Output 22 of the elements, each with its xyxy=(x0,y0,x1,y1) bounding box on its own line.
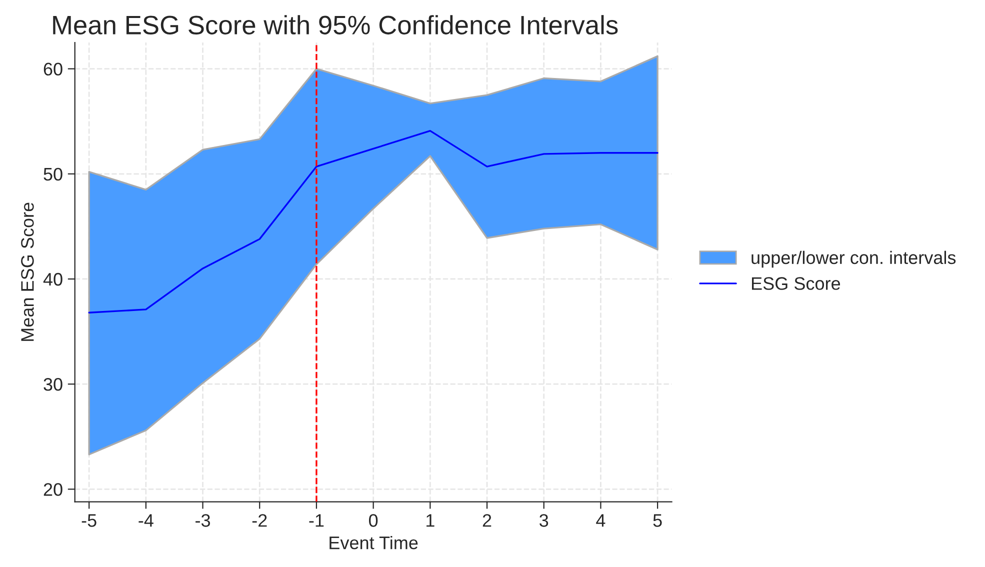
x-tick-label: 0 xyxy=(369,514,378,527)
y-axis-title: Mean ESG Score xyxy=(21,202,34,341)
y-tick-label: 40 xyxy=(43,272,62,286)
x-tick-label: -3 xyxy=(196,514,210,527)
x-tick-label: 5 xyxy=(653,514,662,527)
y-tick-label: 50 xyxy=(44,168,62,181)
line-series xyxy=(88,130,658,314)
x-tick-label: 2 xyxy=(482,514,492,527)
y-tick-label: 60 xyxy=(44,62,62,76)
x-tick-label: -5 xyxy=(82,514,96,527)
x-tick-label: 3 xyxy=(540,514,548,527)
x-tick-label: -1 xyxy=(309,514,324,527)
y-tick-label: 20 xyxy=(44,483,62,496)
legend-label: ESG Score xyxy=(752,277,840,290)
chart-title: Mean ESG Score with 95% Confidence Intervals xyxy=(53,15,618,34)
legend-label: upper/lower con. intervals xyxy=(752,250,956,268)
x-tick-label: 4 xyxy=(596,514,606,527)
x-tick-label: -2 xyxy=(252,514,267,527)
y-tick-label: 30 xyxy=(44,378,62,391)
x-tick-label: 1 xyxy=(426,514,434,527)
x-tick-label: -4 xyxy=(138,514,154,527)
x-axis-title: Event Time xyxy=(330,536,418,550)
